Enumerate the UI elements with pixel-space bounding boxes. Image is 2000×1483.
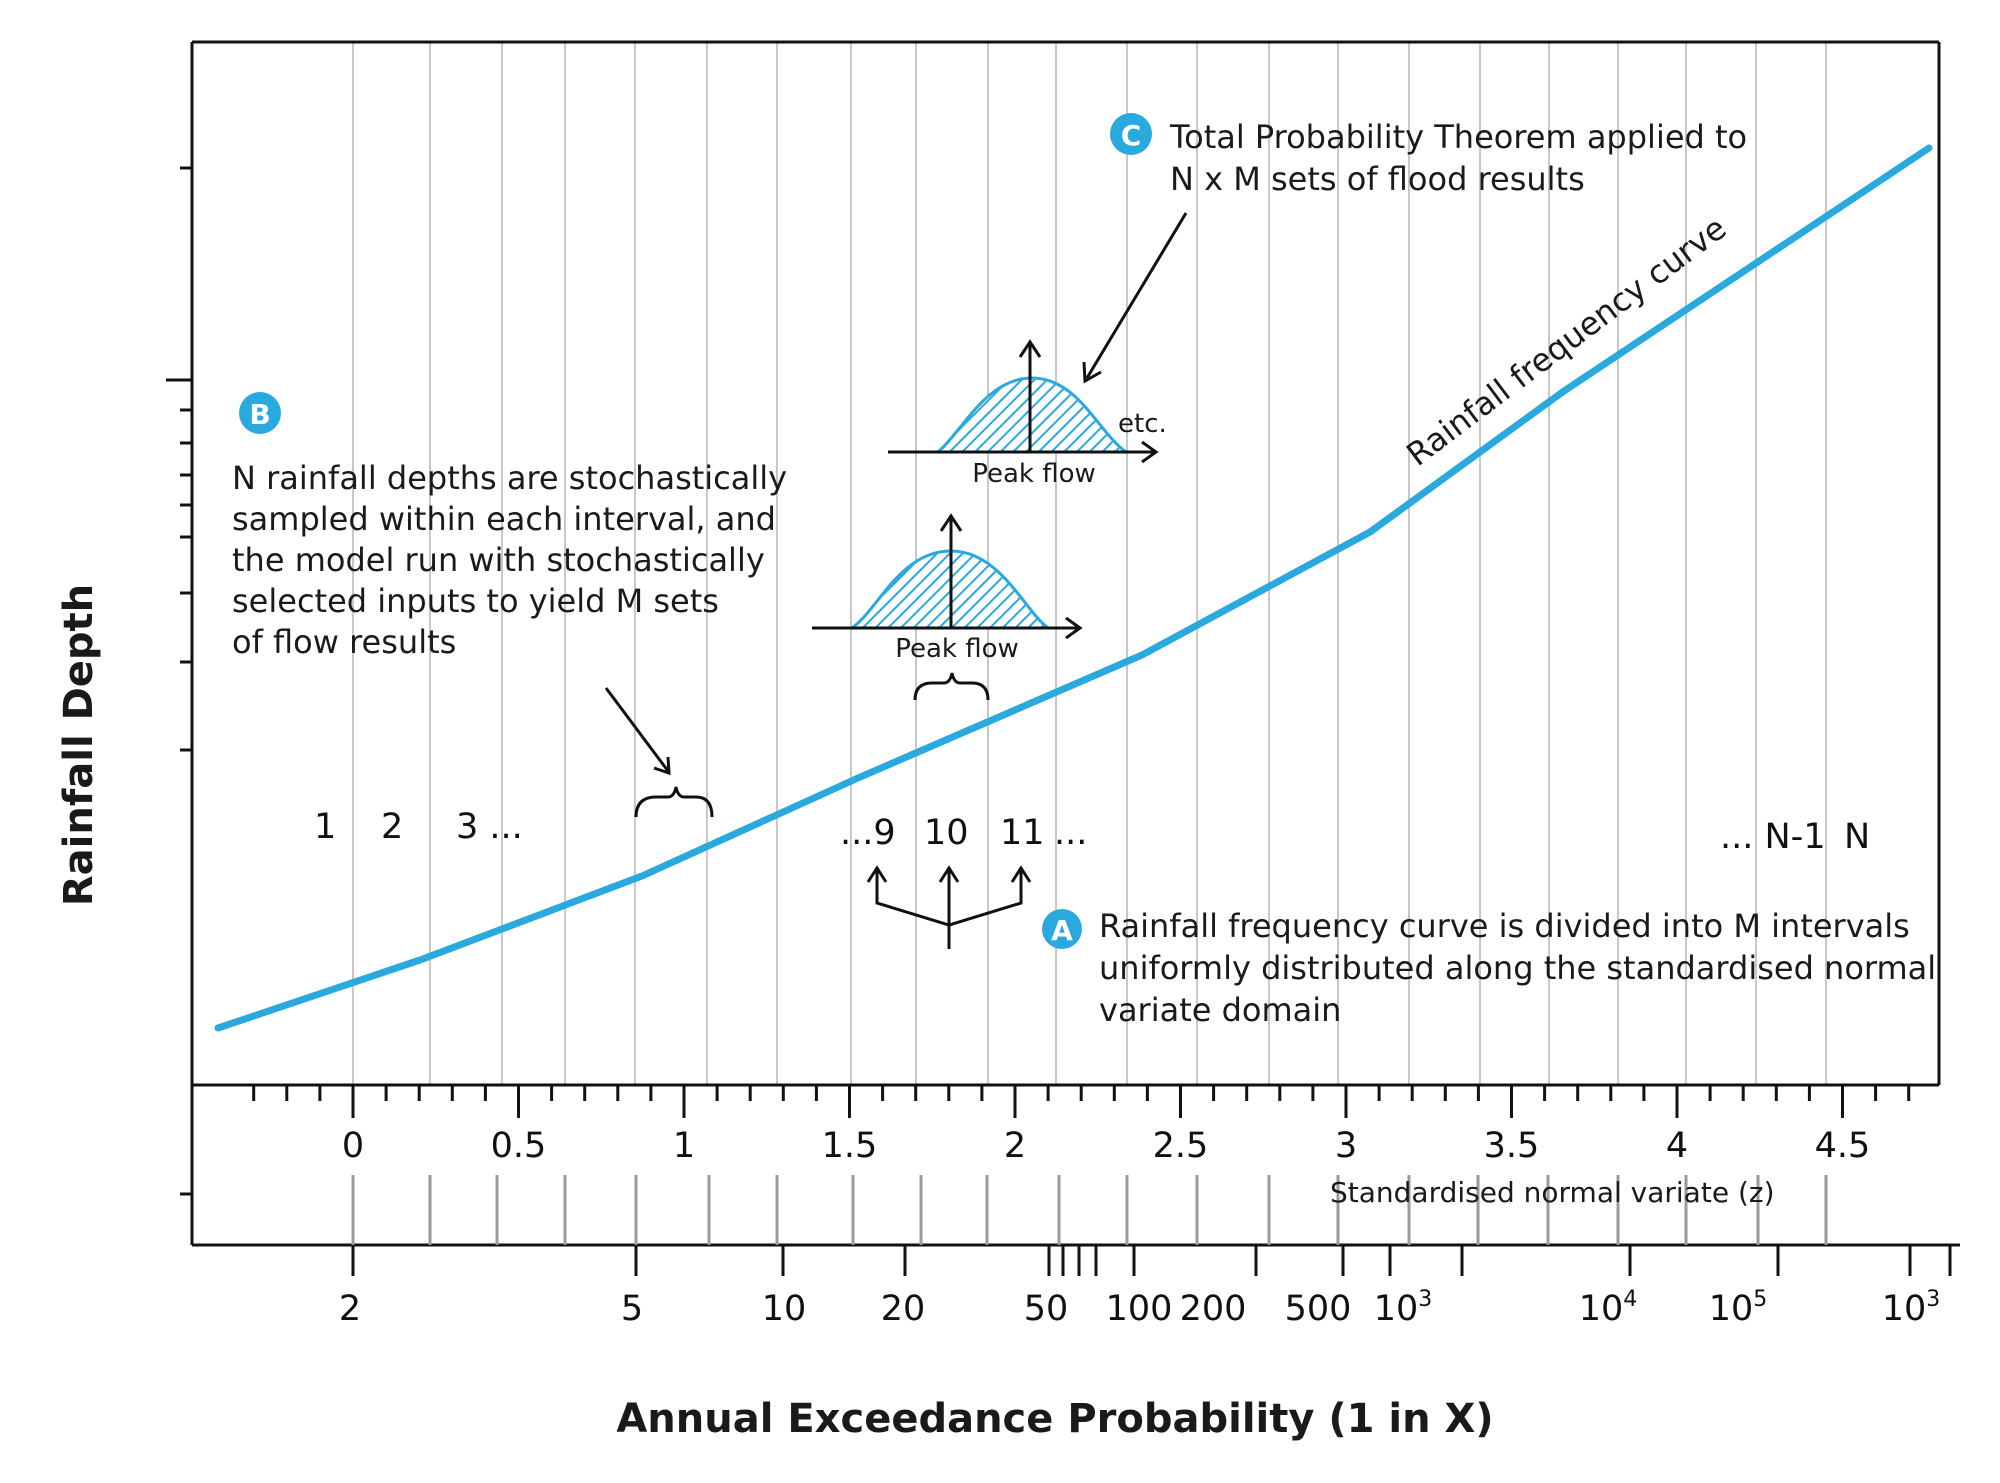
y-axis-ticks: [166, 166, 192, 1196]
etc-label: etc.: [1118, 409, 1167, 439]
badge-a-icon: [1042, 909, 1082, 949]
annotation-b-line-3: the model run with stochastically: [232, 541, 765, 579]
badge-c-letter: C: [1121, 119, 1142, 152]
curve-label: Rainfall frequency curve: [1399, 209, 1733, 474]
aep-tick-label: 103: [1374, 1287, 1433, 1329]
annotation-a-arrows: [866, 865, 1032, 949]
annotation-a-line-2: uniformly distributed along the standard…: [1099, 949, 1936, 987]
annotation-b: B N rainfall depths are stochastically s…: [232, 392, 787, 661]
peak-flow-distribution-lower: Peak flow: [812, 513, 1083, 664]
aep-tick-label: 100: [1106, 1289, 1173, 1329]
annotation-b-line-5: of flow results: [232, 623, 456, 661]
annotation-c: C Total Probability Theorem applied to N…: [1110, 113, 1747, 198]
annotation-b-line-4: selected inputs to yield M sets: [232, 582, 719, 620]
x-axis-title: Annual Exceedance Probability (1 in X): [616, 1396, 1493, 1442]
interval-label-11: 11: [1000, 813, 1045, 853]
aep-axis-tick-labels: 2 5 10 20 50 100 200 500 103 104 105 103: [339, 1287, 1940, 1329]
aep-tick-label: 5: [621, 1289, 643, 1329]
z-tick-label: 4: [1666, 1126, 1688, 1166]
z-tick-label: 0: [342, 1126, 364, 1166]
aep-tick-label: 500: [1285, 1289, 1352, 1329]
z-tick-label: 3.5: [1484, 1126, 1540, 1166]
interval-labels: 1 2 3 ... ...9 10 11 ... ... N-1 N: [314, 807, 1870, 857]
z-tick-label: 3: [1335, 1126, 1357, 1166]
interval-label-10: 10: [924, 813, 969, 853]
aep-reference-ticks: [351, 1175, 1828, 1245]
badge-c-icon: [1110, 113, 1152, 155]
plot-frame: [190, 40, 1960, 1247]
z-tick-label: 2: [1004, 1126, 1026, 1166]
interval-label-9: ...9: [840, 813, 896, 853]
aep-tick-label: 103: [1882, 1287, 1941, 1329]
annotation-a-line-3: variate domain: [1099, 991, 1341, 1029]
aep-axis-ticks: [351, 1245, 1952, 1276]
interval-grid-lines: [352, 42, 1827, 1085]
annotation-a-line-1: Rainfall frequency curve is divided into…: [1099, 907, 1910, 945]
badge-a-letter: A: [1051, 914, 1073, 947]
interval-brace-10: [913, 672, 990, 701]
aep-tick-label: 10: [762, 1289, 807, 1329]
z-tick-label: 2.5: [1153, 1126, 1209, 1166]
annotation-c-line-2: N x M sets of flood results: [1170, 160, 1585, 198]
annotation-b-line-1: N rainfall depths are stochastically: [232, 459, 787, 497]
interval-label-n: N: [1844, 817, 1870, 857]
peak-flow-label-lower: Peak flow: [895, 634, 1019, 664]
aep-tick-label: 2: [339, 1289, 361, 1329]
z-tick-label: 4.5: [1815, 1126, 1871, 1166]
aep-tick-label: 200: [1180, 1289, 1247, 1329]
aep-tick-label: 105: [1709, 1287, 1768, 1329]
badge-b-icon: [239, 392, 281, 434]
annotation-c-line-1: Total Probability Theorem applied to: [1169, 118, 1747, 156]
rainfall-frequency-curve: [214, 144, 1933, 1032]
distribution-curve-upper: [933, 376, 1131, 454]
z-axis-ticks: [252, 1085, 1911, 1118]
badge-b-letter: B: [249, 398, 270, 431]
annotation-b-line-2: sampled within each interval, and: [232, 500, 776, 538]
peak-flow-distribution-upper: etc. Peak flow: [888, 339, 1167, 489]
interval-label-n-1: ... N-1: [1720, 817, 1826, 857]
annotation-b-arrow: [604, 687, 671, 776]
z-axis-caption: Standardised normal variate (z): [1330, 1176, 1775, 1209]
interval-label-ellipsis: ...: [1054, 813, 1087, 853]
aep-tick-label: 50: [1024, 1289, 1069, 1329]
z-tick-label: 1.5: [822, 1126, 878, 1166]
interval-brace-b: [634, 786, 714, 818]
y-axis-title: Rainfall Depth: [56, 584, 102, 906]
aep-tick-label: 104: [1579, 1287, 1638, 1329]
interval-label-2: 2: [381, 807, 403, 847]
interval-label-3: 3 ...: [456, 807, 523, 847]
peak-flow-label-upper: Peak flow: [972, 459, 1096, 489]
annotation-a: A Rainfall frequency curve is divided in…: [1042, 907, 1936, 1029]
interval-label-1: 1: [314, 807, 336, 847]
z-tick-label: 1: [673, 1126, 695, 1166]
aep-tick-label: 20: [881, 1289, 926, 1329]
z-axis-tick-labels: 0 0.5 1 1.5 2 2.5 3 3.5 4 4.5: [342, 1126, 1870, 1166]
z-tick-label: 0.5: [491, 1126, 547, 1166]
annotation-c-arrow: [1082, 212, 1188, 384]
